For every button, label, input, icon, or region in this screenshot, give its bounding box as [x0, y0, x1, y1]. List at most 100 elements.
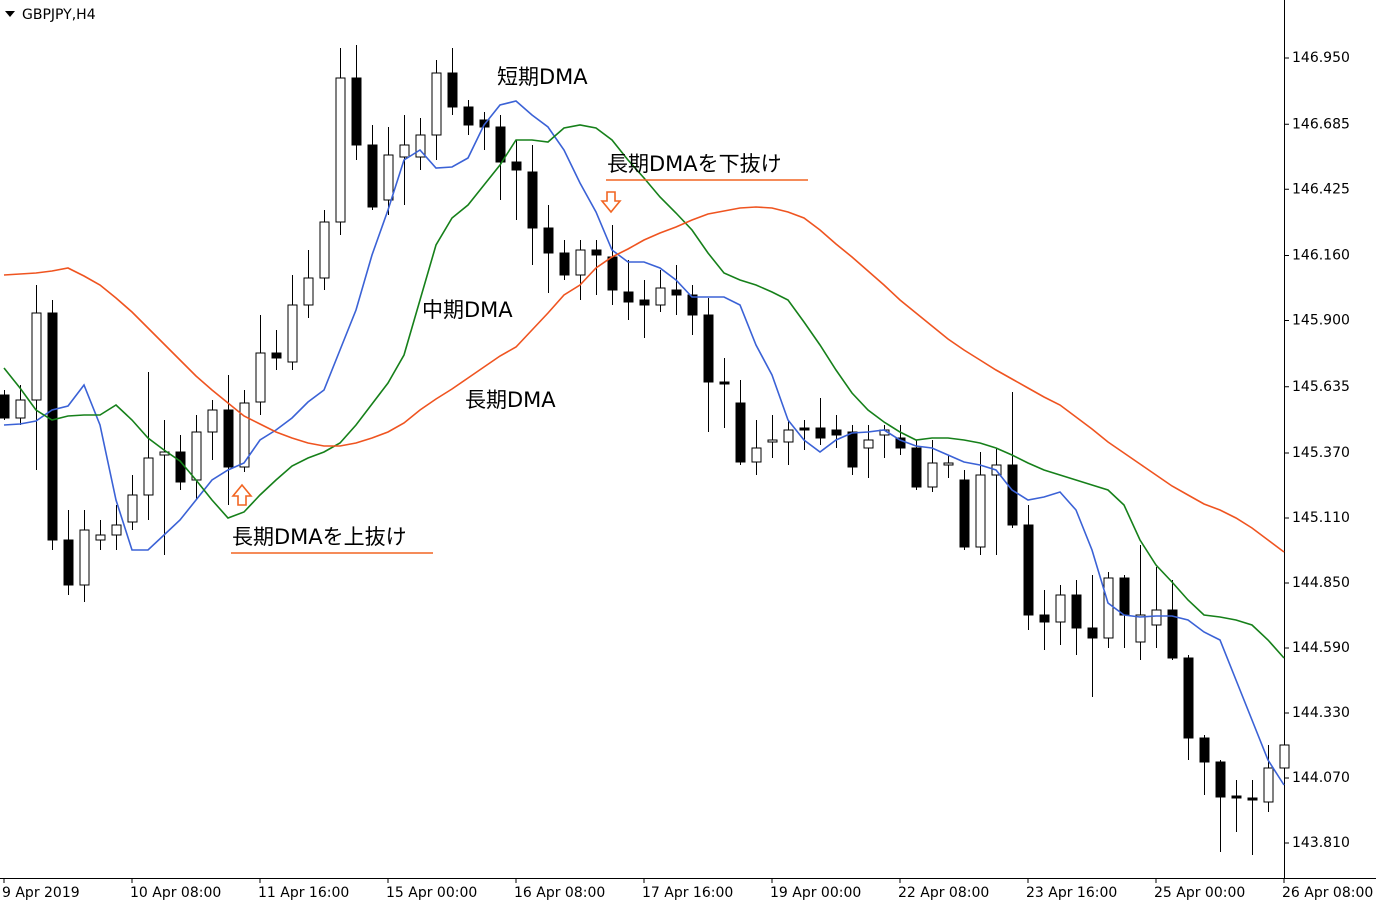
candle-body	[335, 77, 346, 223]
candle-body	[111, 524, 122, 536]
candle-body	[319, 221, 330, 279]
x-tick-label: 17 Apr 16:00	[642, 885, 733, 901]
candle-body	[975, 474, 986, 548]
y-tick-label: 146.160	[1292, 248, 1350, 264]
y-tick-label: 144.590	[1292, 640, 1350, 656]
candle-body	[1055, 594, 1066, 623]
y-tick-label: 146.425	[1292, 181, 1350, 197]
candle-body	[143, 457, 154, 496]
candle-body	[655, 287, 666, 306]
candle-body	[287, 304, 298, 363]
candle-body	[495, 126, 506, 163]
y-tick-label: 143.810	[1292, 835, 1350, 851]
candle-body	[447, 72, 458, 108]
candle-body	[1247, 797, 1258, 801]
candle-body	[671, 289, 682, 296]
candle-body	[959, 479, 970, 548]
candle-body	[31, 312, 42, 401]
candle-body	[223, 409, 234, 468]
down-arrow	[600, 191, 622, 214]
candle-body	[1215, 761, 1226, 798]
y-tick-label: 145.110	[1292, 510, 1350, 526]
candle-body	[511, 161, 522, 171]
candle-body	[927, 462, 938, 488]
candle-body	[463, 106, 474, 126]
candle-body	[1183, 657, 1194, 739]
candle-body	[127, 494, 138, 523]
ma-line	[3, 124, 1285, 659]
x-tick-label: 22 Apr 08:00	[898, 885, 989, 901]
candle-body	[1199, 737, 1210, 763]
x-tick-label: 25 Apr 00:00	[1154, 885, 1245, 901]
candle-body	[783, 429, 794, 443]
x-tick-label: 10 Apr 08:00	[130, 885, 221, 901]
candle-body	[543, 227, 554, 254]
x-tick-label: 26 Apr 08:00	[1282, 885, 1373, 901]
annotation: 長期DMAを下抜け	[607, 152, 782, 176]
candle-body	[799, 427, 810, 431]
x-tick-label: 9 Apr 2019	[2, 885, 80, 901]
y-tick-label: 145.370	[1292, 445, 1350, 461]
y-tick-label: 146.950	[1292, 50, 1350, 66]
candle-body	[719, 381, 730, 385]
candle-body	[431, 72, 442, 136]
candle-body	[303, 277, 314, 306]
candle-body	[847, 431, 858, 468]
candle-body	[47, 312, 58, 541]
candle-body	[1263, 767, 1274, 803]
candle-body	[175, 451, 186, 483]
candle-body	[1279, 744, 1290, 769]
chart-title: GBPJPY,H4	[22, 7, 96, 23]
symbol-menu-icon	[5, 11, 15, 17]
candle-body	[1167, 609, 1178, 659]
candle-body	[239, 402, 250, 468]
x-tick-label: 19 Apr 00:00	[770, 885, 861, 901]
candle-body	[1103, 577, 1114, 639]
x-tick-label: 11 Apr 16:00	[258, 885, 349, 901]
up-arrow	[231, 483, 253, 506]
candle-body	[559, 252, 570, 276]
candle-body	[1135, 614, 1146, 643]
candle-body	[367, 144, 378, 208]
candle-body	[1039, 614, 1050, 623]
candle-body	[399, 144, 410, 158]
candle-body	[191, 431, 202, 481]
candle-body	[383, 154, 394, 201]
candle-body	[575, 249, 586, 276]
arrows	[231, 191, 622, 506]
ma-line	[3, 100, 1285, 786]
series-label: 短期DMA	[497, 65, 588, 89]
candle-body	[15, 399, 26, 419]
y-tick-label: 145.635	[1292, 379, 1350, 395]
series-label: 中期DMA	[422, 298, 513, 322]
candle-body	[351, 77, 362, 146]
y-tick-label: 144.070	[1292, 770, 1350, 786]
candle-body	[1023, 524, 1034, 616]
x-tick-label: 15 Apr 00:00	[386, 885, 477, 901]
candle-body	[415, 134, 426, 158]
candle-body	[703, 314, 714, 383]
candle-body	[63, 539, 74, 586]
candle-body	[911, 447, 922, 488]
candle-body	[895, 437, 906, 449]
candle-body	[1231, 795, 1242, 799]
candle-body	[79, 529, 90, 586]
y-tick-label: 146.685	[1292, 116, 1350, 132]
candle-body	[767, 439, 778, 443]
candles	[0, 45, 1290, 855]
y-tick-label: 145.900	[1292, 313, 1350, 329]
candle-body	[591, 249, 602, 256]
candle-body	[607, 256, 618, 291]
candle-body	[1087, 627, 1098, 639]
candle-body	[1071, 594, 1082, 629]
candle-body	[687, 294, 698, 316]
candle-body	[1151, 609, 1162, 626]
candle-body	[1007, 464, 1018, 526]
candle-body	[735, 402, 746, 463]
y-tick-label: 144.850	[1292, 575, 1350, 591]
candle-body	[207, 409, 218, 433]
candle-body	[95, 534, 106, 541]
